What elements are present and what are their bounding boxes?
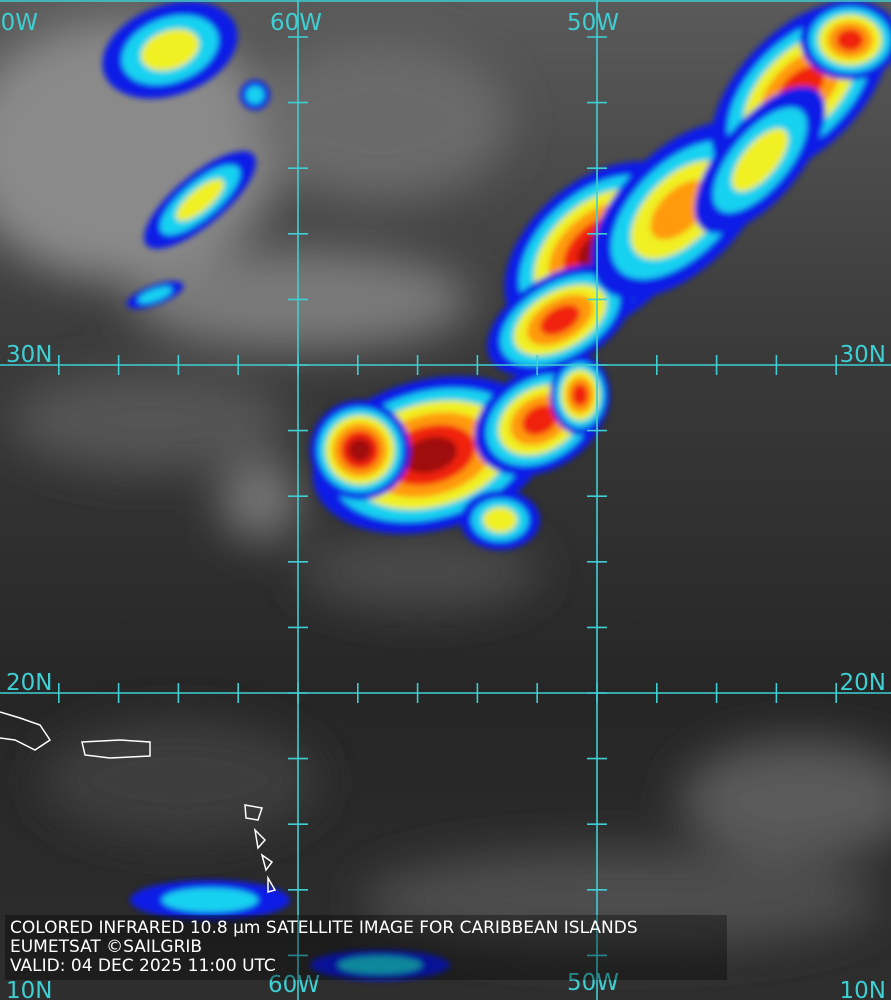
caption-source: EUMETSAT ©SAILGRIB: [10, 937, 202, 957]
cloud-top: [338, 956, 422, 974]
cloud-top: [571, 384, 589, 406]
cloud-top: [246, 86, 264, 104]
lon-label: 60W: [270, 10, 322, 36]
lat-label: 10N: [840, 978, 886, 1000]
lat-label: 20N: [6, 670, 52, 696]
coastlines: [0, 711, 277, 893]
cloud-top: [522, 404, 558, 436]
lon-label: 50W: [567, 970, 619, 996]
cloud-top: [836, 29, 864, 51]
cloud-top: [348, 438, 372, 462]
cloud-top: [482, 507, 518, 533]
lat-label: 20N: [840, 670, 886, 696]
cloud-top: [141, 29, 199, 71]
cloud-top: [176, 179, 224, 221]
cloud-top: [162, 888, 258, 912]
cloud-top-colors: [102, 0, 891, 980]
caption-valid: VALID: 04 DEC 2025 11:00 UTC: [10, 956, 276, 976]
lon-label: 50W: [567, 10, 619, 36]
caption-box: [5, 915, 727, 980]
lat-label: 10N: [6, 978, 52, 1000]
cloud-top: [650, 180, 710, 240]
lon-label: 60W: [268, 972, 320, 998]
lat-label: 30N: [6, 342, 52, 368]
caption-title: COLORED INFRARED 10.8 µm SATELLITE IMAGE…: [10, 918, 638, 938]
cloud-top: [402, 436, 458, 474]
lat-label: 30N: [840, 342, 886, 368]
lon-label: 70W: [0, 10, 38, 36]
cloud-top: [137, 286, 173, 304]
cloud-top: [540, 304, 580, 336]
cloud-top: [731, 128, 789, 192]
